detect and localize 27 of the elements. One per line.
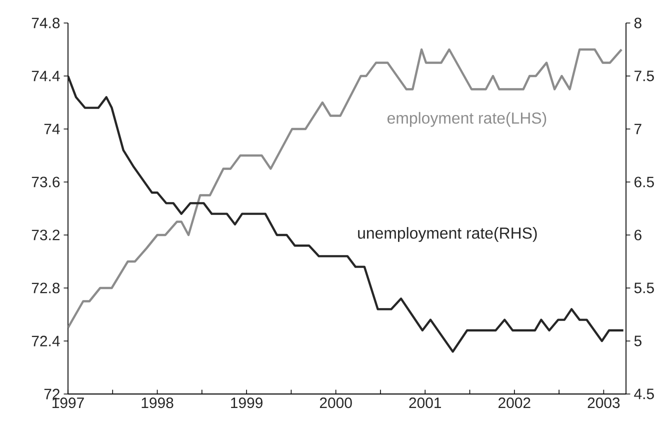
y-tick-label: 74 [44,124,60,134]
y-tick-label: 72.8 [32,282,60,294]
series-label: unemployment rate(RHS) [358,227,537,242]
x-tick-label: 2003 [588,398,620,408]
line-series [68,48,623,329]
y2-tick-label: 5 [634,336,642,346]
series-label: employment rate(LHS) [387,112,546,127]
y2-tick-label: 4.5 [634,388,654,400]
y2-tick-label: 7 [634,124,642,134]
y2-tick-label: 6.5 [634,176,654,188]
x-tick-label: 1997 [52,398,84,408]
y2-tick-label: 8 [634,18,642,28]
y-tick-label: 72 [44,388,60,400]
line-series [68,74,624,353]
y-tick-label: 73.2 [32,230,60,240]
y2-tick-label: 5.5 [634,282,654,294]
y-tick-label: 74.4 [32,70,60,82]
x-tick-label: 1999 [231,398,262,408]
y-tick-label: 72.4 [32,336,60,346]
y-tick-label: 73.6 [32,176,60,188]
y2-tick-label: 7.5 [634,70,654,82]
y-tick-label: 74.8 [32,18,60,28]
x-tick-label: 2002 [498,398,530,408]
x-tick-label: 2000 [320,398,352,408]
y2-tick-label: 6 [634,230,642,240]
x-tick-label: 2001 [409,398,442,408]
x-tick-label: 1998 [142,398,174,408]
